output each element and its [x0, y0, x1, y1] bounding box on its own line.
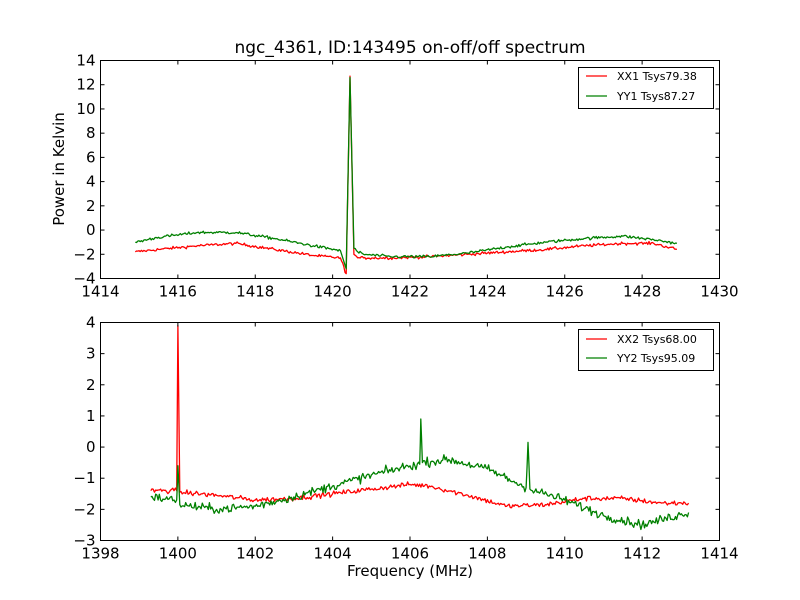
y-tick-label: 12	[76, 76, 95, 94]
y-tick-label: −3	[73, 532, 95, 550]
chart-title: ngc_4361, ID:143495 on-off/off spectrum	[234, 38, 585, 58]
x-tick-label: 1410	[546, 545, 584, 563]
x-tick-label: 1420	[314, 283, 352, 301]
top-y-axis-label: Power in Kelvin	[50, 112, 68, 226]
y-tick-label: 14	[76, 52, 95, 70]
x-tick-label: 1404	[314, 545, 352, 563]
y-tick-label: −2	[73, 500, 95, 518]
top-legend: XX1 Tsys79.38 YY1 Tsys87.27	[578, 67, 714, 109]
top-series-group	[134, 75, 678, 275]
y-tick-label: 2	[86, 376, 96, 394]
y-tick-label: −4	[73, 270, 95, 288]
x-tick-label: 1428	[623, 283, 661, 301]
bottom-ticks: 1398 1400 1402 1404 1406 1408 1410 1412 1414−3−2…	[73, 314, 738, 563]
y-tick-label: 8	[86, 124, 96, 142]
y-tick-label: 1	[86, 407, 96, 425]
x-tick-label: 1402	[236, 545, 274, 563]
bottom-axes: 1398 1400 1402 1404 1406 1408 1410 1412 1414−3−2…	[73, 314, 738, 581]
y-tick-label: 0	[86, 221, 96, 239]
y-tick-label: 3	[86, 345, 96, 363]
x-tick-label: 1408	[468, 545, 506, 563]
bottom-series-group	[150, 324, 690, 531]
bottom-legend: XX2 Tsys68.00 YY2 Tsys95.09	[578, 329, 714, 371]
top-ticks: 1414 1416 1418 1420 1422 1424 1426 1428 1430−4−2…	[73, 52, 738, 301]
bottom-legend-label-xx2: XX2 Tsys68.00	[617, 333, 697, 346]
series-line-yy2	[150, 418, 690, 531]
x-tick-label: 1424	[468, 283, 506, 301]
y-tick-label: 2	[86, 197, 96, 215]
series-line-xx1	[134, 75, 678, 275]
x-tick-label: 1414	[700, 545, 738, 563]
series-line-yy1	[135, 76, 678, 270]
y-tick-label: −2	[73, 245, 95, 263]
bottom-legend-box	[578, 329, 714, 371]
x-tick-label: 1426	[546, 283, 584, 301]
y-tick-label: −1	[73, 469, 95, 487]
y-tick-label: 10	[76, 100, 95, 118]
bottom-legend-label-yy2: YY2 Tsys95.09	[616, 352, 695, 365]
top-axes: 1414 1416 1418 1420 1422 1424 1426 1428 1430−4−2…	[50, 52, 739, 301]
x-tick-label: 1398	[81, 545, 119, 563]
top-legend-label-xx1: XX1 Tsys79.38	[617, 70, 697, 83]
x-tick-label: 1406	[391, 545, 429, 563]
x-tick-label: 1416	[159, 283, 197, 301]
x-tick-label: 1422	[391, 283, 429, 301]
bottom-x-axis-label: Frequency (MHz)	[347, 562, 473, 580]
y-tick-label: 4	[86, 314, 96, 332]
y-tick-label: 0	[86, 438, 96, 456]
x-tick-label: 1412	[623, 545, 661, 563]
x-tick-label: 1400	[159, 545, 197, 563]
x-tick-label: 1414	[81, 283, 119, 301]
top-legend-label-yy1: YY1 Tsys87.27	[616, 90, 695, 103]
y-tick-label: 4	[86, 173, 96, 191]
x-tick-label: 1418	[236, 283, 274, 301]
top-legend-box	[578, 67, 714, 109]
y-tick-label: 6	[86, 148, 96, 166]
series-line-xx2	[150, 324, 690, 509]
x-tick-label: 1430	[700, 283, 738, 301]
